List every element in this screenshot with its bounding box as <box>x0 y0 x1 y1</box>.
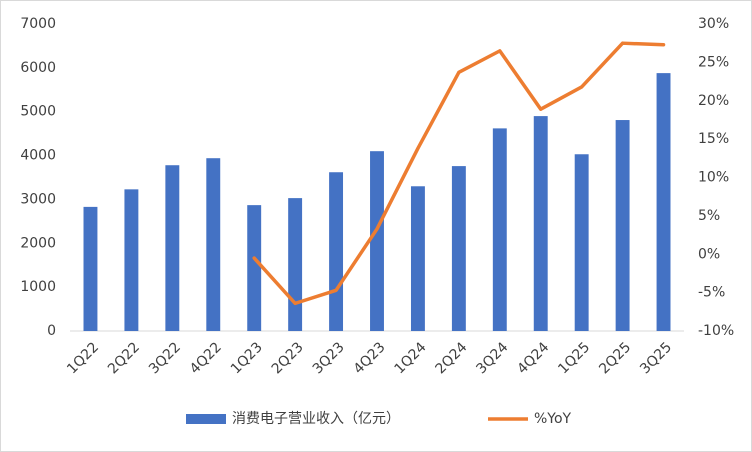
bar <box>206 158 221 331</box>
bar <box>656 73 671 332</box>
y2-tick-label: 10% <box>698 170 729 186</box>
y-tick-label: 3000 <box>20 191 56 207</box>
y2-tick-label: 5% <box>698 208 720 224</box>
y-tick-label: 6000 <box>20 60 56 76</box>
bar <box>370 151 384 331</box>
y-tick-label: 4000 <box>20 148 56 164</box>
bar <box>574 154 589 331</box>
y-tick-label: 5000 <box>20 104 56 120</box>
bar <box>247 205 262 331</box>
bar <box>83 206 98 331</box>
bar <box>533 116 548 331</box>
legend-label: %YoY <box>534 411 572 427</box>
y-tick-label: 2000 <box>20 235 56 251</box>
y2-tick-label: 25% <box>698 54 729 70</box>
bar <box>615 120 630 331</box>
line <box>252 41 666 306</box>
y2-tick-label: 20% <box>698 93 729 109</box>
bar <box>288 198 303 331</box>
y2-tick-label: 15% <box>698 131 729 147</box>
y-tick-label: 7000 <box>20 16 56 32</box>
y-tick-label: 0 <box>47 323 56 339</box>
legend-label: 消费电子营业收入（亿元） <box>232 411 400 427</box>
bar <box>410 186 425 331</box>
y2-tick-label: 30% <box>698 16 729 32</box>
bar <box>329 172 344 331</box>
y2-tick-label: -5% <box>698 285 725 301</box>
bar <box>451 166 466 331</box>
bar <box>165 165 180 331</box>
y2-tick-label: -10% <box>698 323 734 339</box>
y-tick-label: 1000 <box>20 279 56 295</box>
bar <box>124 189 139 331</box>
y2-tick-label: 0% <box>698 246 720 262</box>
bar <box>492 128 507 331</box>
legend-swatch <box>186 414 226 424</box>
